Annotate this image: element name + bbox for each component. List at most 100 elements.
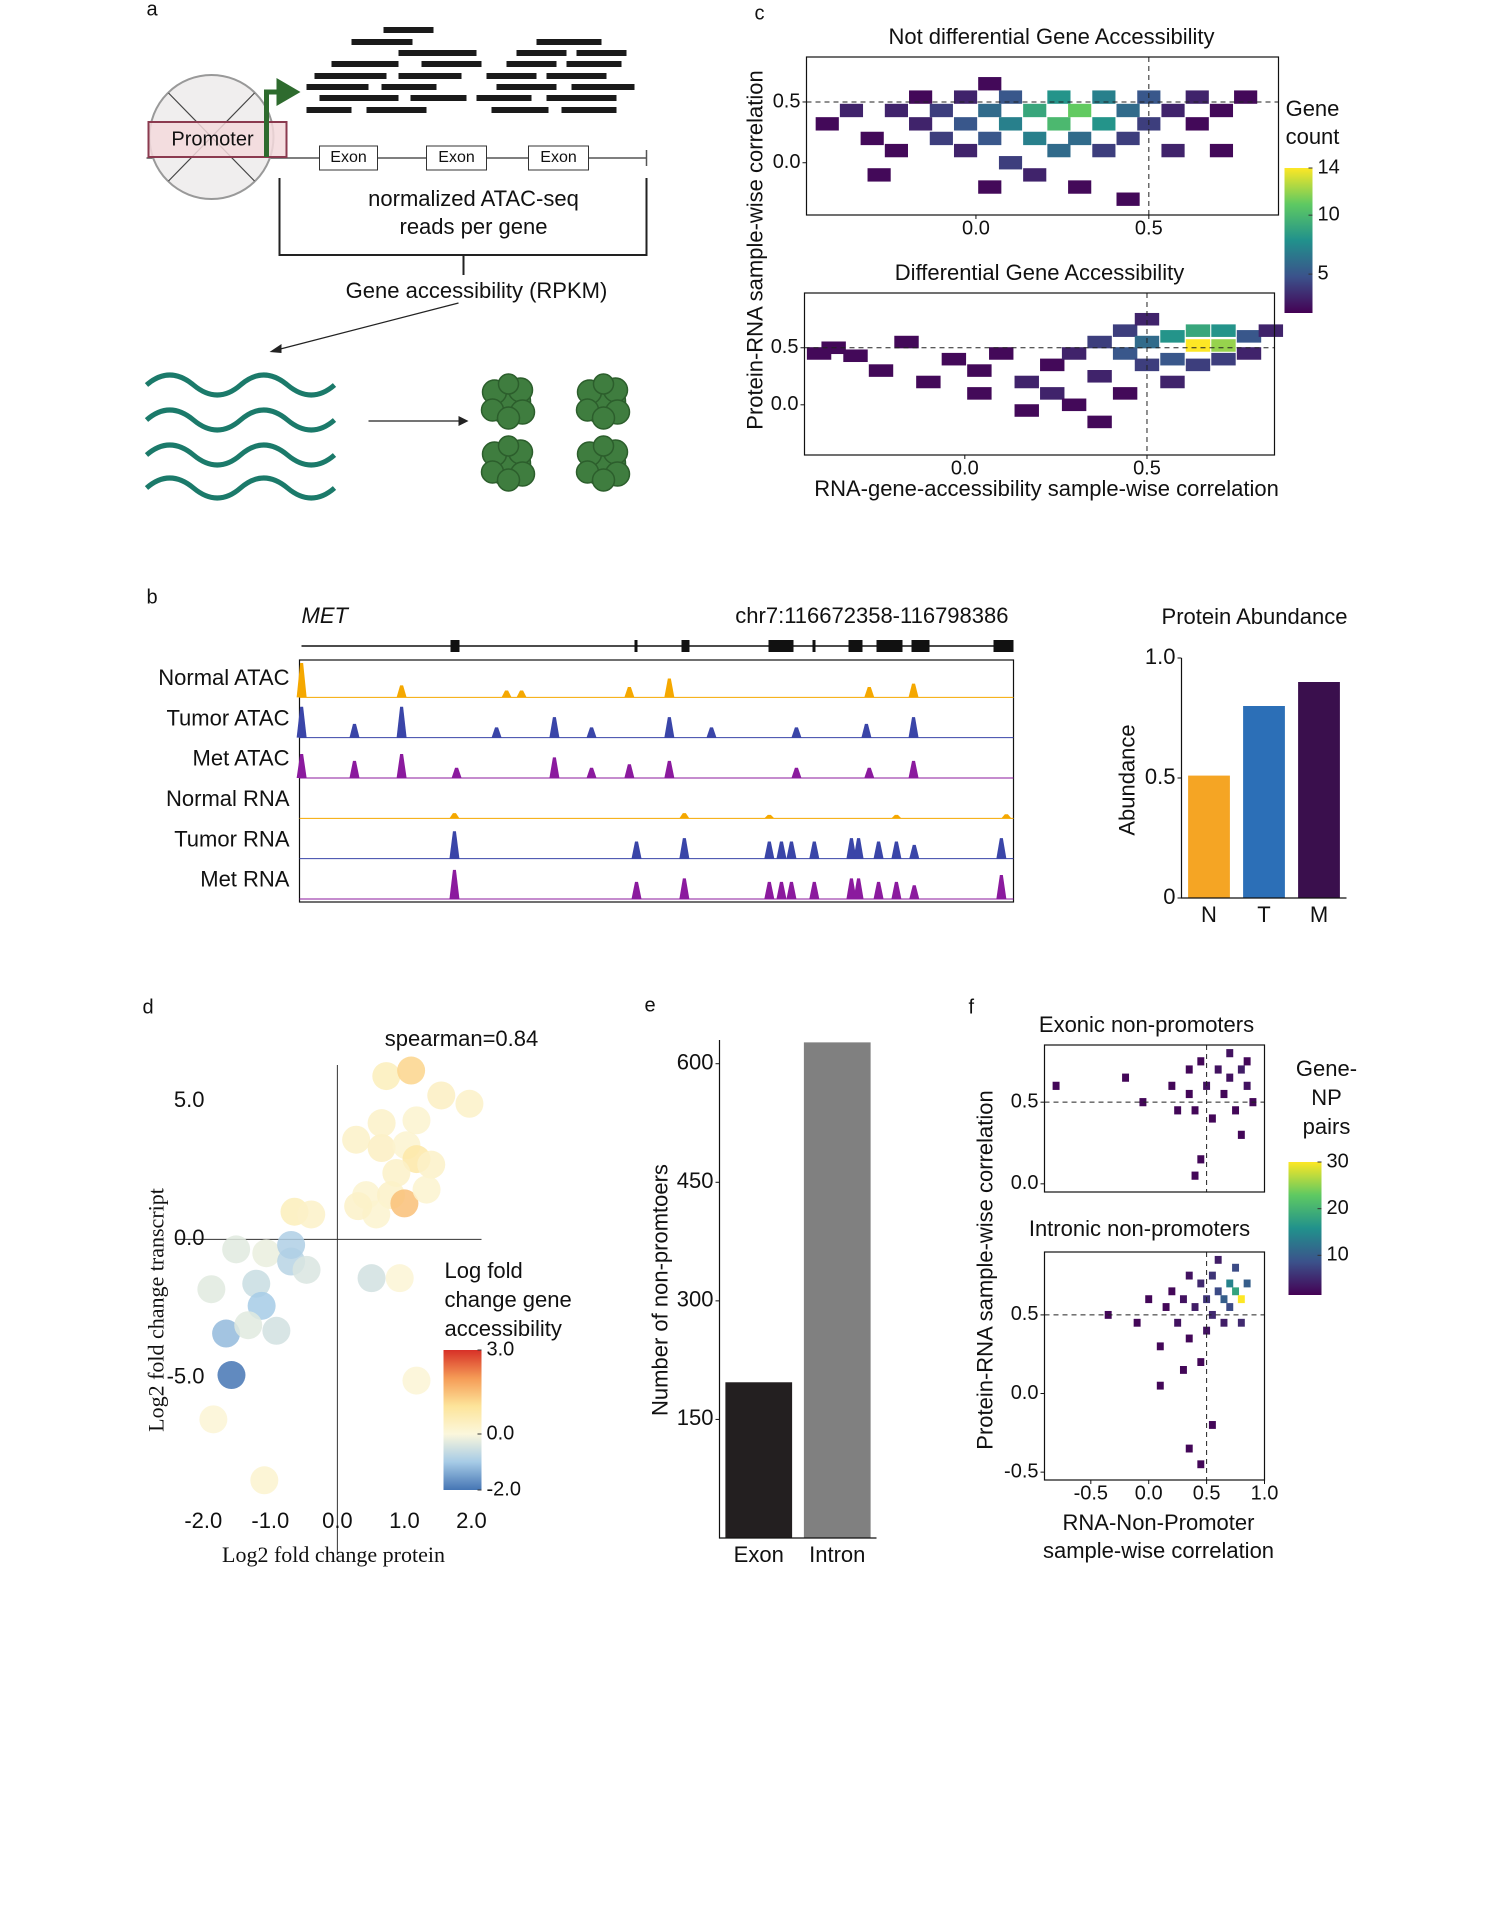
gene-name: MET <box>302 603 350 628</box>
heatmap-cell <box>1234 90 1258 104</box>
colorbar-title: accessibility <box>445 1316 562 1341</box>
chart-title: Exonic non-promoters <box>1039 1012 1254 1037</box>
track-label: Normal ATAC <box>158 665 289 690</box>
colorbar-title: pairs <box>1303 1114 1351 1139</box>
colorbar-tick-label: 10 <box>1327 1244 1349 1266</box>
track-peak <box>706 727 717 738</box>
heatmap-cell <box>978 180 1002 194</box>
x-tick-label: -0.5 <box>1074 1482 1108 1504</box>
heatmap-cell <box>909 90 933 104</box>
colorbar <box>443 1350 482 1490</box>
protein-blob <box>591 468 616 492</box>
track-peak <box>873 881 884 899</box>
x-tick-label: 1.0 <box>389 1508 420 1533</box>
y-tick-label: 0.0 <box>174 1225 205 1250</box>
track-peak <box>679 813 690 819</box>
track-peak <box>908 760 919 778</box>
colorbar-title: count <box>1286 124 1340 149</box>
point <box>372 1062 401 1091</box>
heatmap-cell <box>978 77 1002 91</box>
transcript <box>144 475 337 501</box>
x-tick-label: T <box>1257 902 1270 927</box>
heatmap-cell <box>1191 1171 1199 1180</box>
heatmap-cell <box>1023 131 1047 146</box>
heatmap-cell <box>1068 131 1092 146</box>
panel-label: b <box>147 586 158 608</box>
x-axis-label: RNA-Non-Promoter <box>1063 1510 1255 1535</box>
heatmap-cell <box>860 131 884 146</box>
colorbar <box>1284 168 1313 313</box>
point <box>197 1275 226 1304</box>
track-peak <box>449 813 460 819</box>
heatmap-cell <box>967 387 992 400</box>
heatmap-cell <box>953 90 978 104</box>
heatmap-cell <box>1168 1287 1176 1296</box>
track-peak <box>809 841 820 859</box>
transcript <box>144 372 337 398</box>
heatmap-cell <box>1112 387 1138 400</box>
point <box>382 1158 411 1187</box>
protein-blob <box>496 406 521 430</box>
region: chr7:116672358-116798386 <box>735 603 1008 628</box>
heatmap-cell <box>929 131 953 146</box>
point <box>367 1109 396 1138</box>
x-tick-label: Exon <box>734 1542 784 1567</box>
reads-label: reads per gene <box>400 214 548 239</box>
transcripts <box>144 372 337 501</box>
point <box>417 1150 446 1179</box>
transcript <box>144 442 337 468</box>
colorbar-title: change gene <box>445 1287 572 1312</box>
x-tick-label: 0.5 <box>1135 217 1163 239</box>
heatmap-cell <box>989 347 1014 360</box>
y-tick-label: 450 <box>677 1168 714 1193</box>
x-tick-label: N <box>1201 902 1217 927</box>
plot-frame <box>1043 1044 1266 1193</box>
heatmap-cell <box>1112 324 1138 337</box>
heatmap-cell <box>1214 1065 1222 1074</box>
point <box>212 1319 241 1348</box>
heatmap-cell <box>1236 347 1262 360</box>
x-tick-label: 0.5 <box>1133 457 1161 479</box>
x-tick-label: 0.5 <box>1193 1482 1221 1504</box>
track-label: Tumor ATAC <box>166 705 289 730</box>
y-tick-label: 300 <box>677 1287 714 1312</box>
heatmap-cell <box>1023 103 1047 118</box>
heatmap-cell <box>1243 1081 1251 1090</box>
panel-label: a <box>147 0 159 20</box>
heatmap-cell <box>1226 1073 1234 1082</box>
track-peak <box>296 706 307 738</box>
heatmap-cell <box>1068 180 1092 194</box>
heatmap-cell <box>998 156 1023 170</box>
exon <box>812 640 816 652</box>
point <box>427 1081 456 1110</box>
heatmap-cell <box>868 364 894 377</box>
heatmap-cell <box>1185 324 1211 337</box>
track-peak <box>908 717 919 738</box>
point <box>455 1089 484 1118</box>
y-tick-label: 5.0 <box>174 1087 205 1112</box>
transcript <box>144 407 337 433</box>
colorbar-tick-label: 10 <box>1318 203 1340 225</box>
y-tick-label: 600 <box>677 1050 714 1075</box>
point <box>344 1192 373 1221</box>
heatmap-cell <box>1047 90 1071 104</box>
exon-box <box>319 145 378 171</box>
point <box>292 1255 321 1284</box>
heatmap-cell <box>1116 192 1140 206</box>
heatmap-cell <box>1237 1318 1245 1327</box>
point <box>242 1269 271 1298</box>
heatmap-cell <box>1258 324 1284 337</box>
point <box>390 1189 419 1218</box>
exon <box>768 640 794 652</box>
heatmap-cell <box>1220 1295 1228 1304</box>
heatmap-cell <box>1162 1303 1170 1311</box>
heatmap-cell <box>1112 347 1138 360</box>
track-frame <box>298 659 1015 903</box>
heatmap-cell <box>967 364 992 377</box>
colorbar-tick-label: 3.0 <box>487 1338 515 1360</box>
heatmap-cell <box>1226 1279 1234 1288</box>
panel-label: f <box>969 996 975 1018</box>
heatmap-cell <box>1023 168 1047 182</box>
heatmap-cell <box>1209 103 1234 118</box>
heatmap-cell <box>1185 1334 1193 1343</box>
